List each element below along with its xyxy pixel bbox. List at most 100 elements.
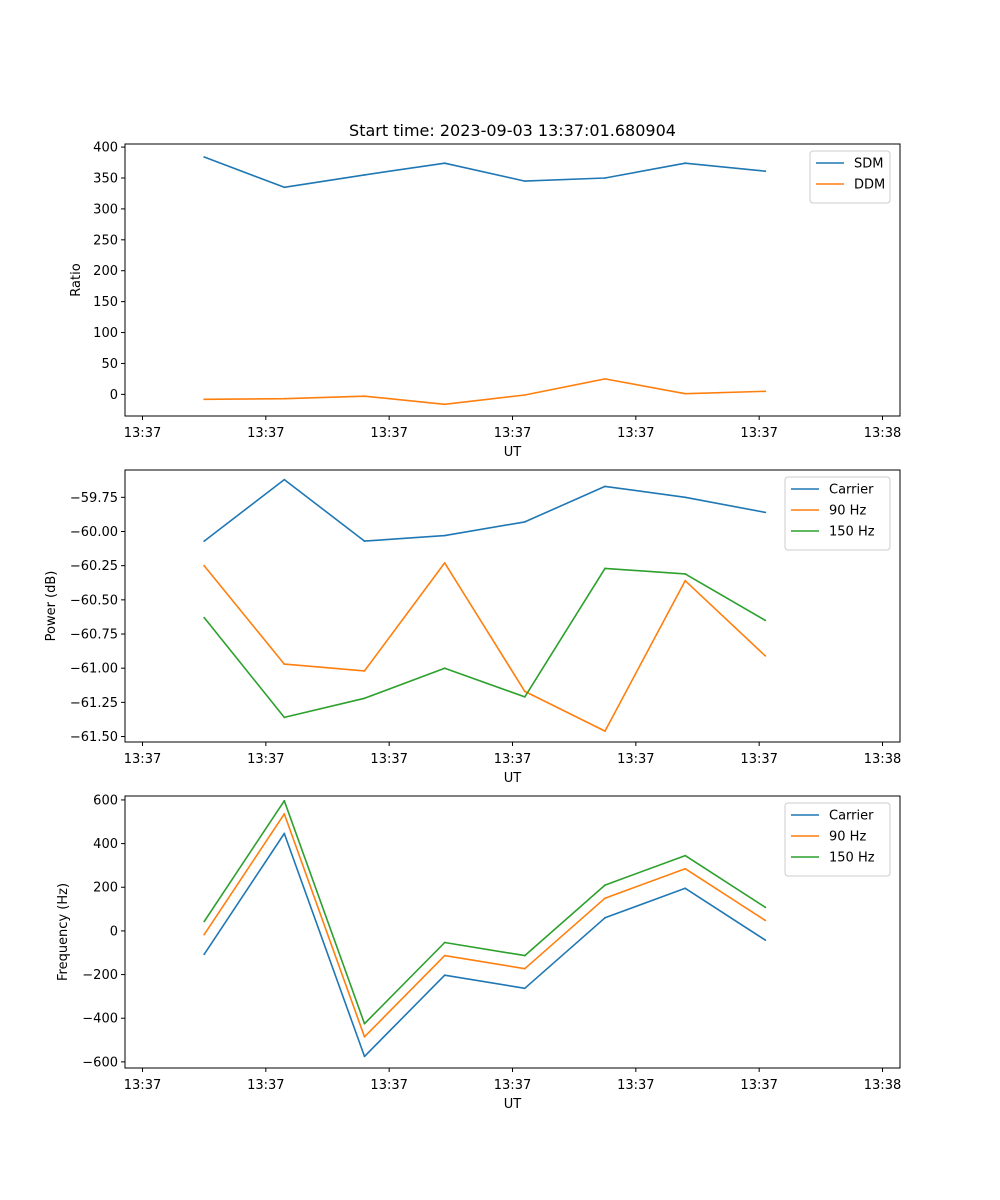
y-tick-label: 0	[110, 924, 118, 939]
y-tick-label: −61.25	[70, 696, 118, 711]
data-point-carrier	[283, 478, 286, 481]
x-tick-label: 13:37	[370, 1078, 407, 1093]
data-point-ddm	[283, 397, 286, 400]
series-lines	[203, 478, 767, 732]
x-tick-label: 13:37	[124, 426, 161, 441]
data-point-150-hz	[764, 906, 767, 909]
data-point-sdm	[523, 180, 526, 183]
data-point-150-hz	[443, 667, 446, 670]
legend-box	[809, 150, 891, 204]
data-point-sdm	[604, 177, 606, 179]
x-tick-label: 13:37	[370, 426, 407, 441]
x-tick-label: 13:37	[740, 752, 777, 767]
data-point-carrier	[443, 534, 446, 537]
x-tick-label: 13:37	[370, 752, 407, 767]
x-tick-label: 13:37	[740, 426, 777, 441]
data-point-ddm	[203, 398, 206, 401]
y-tick-label: 600	[93, 793, 118, 808]
legend-label: Carrier	[829, 809, 874, 824]
y-tick-label: −60.00	[70, 525, 118, 540]
y-tick-label: 0	[110, 388, 118, 403]
legend-label: Carrier	[829, 483, 874, 498]
y-tick-label: −600	[82, 1055, 118, 1070]
data-point-150-hz	[523, 696, 526, 698]
data-point-carrier	[523, 521, 526, 523]
x-tick-label: 13:38	[864, 1078, 901, 1093]
data-point-90-hz	[443, 954, 446, 957]
legend: SDM DDM	[809, 150, 891, 204]
data-point-150-hz	[684, 573, 687, 575]
data-point-carrier	[684, 496, 687, 499]
y-tick-label: −60.75	[70, 628, 118, 643]
series-line-150-hz	[203, 799, 766, 1025]
legend-label: SDM	[854, 157, 883, 172]
y-tick-label: −60.50	[70, 593, 118, 608]
data-point-150-hz	[604, 567, 606, 570]
data-point-90-hz	[203, 564, 206, 567]
data-point-sdm	[283, 186, 286, 189]
plot-area	[124, 469, 901, 743]
data-point-90-hz	[203, 933, 206, 936]
y-axis-label: Power (dB)	[44, 571, 59, 642]
data-point-ddm	[523, 394, 526, 396]
y-axis: 0 50 100 150 200 250 300 350 400	[93, 141, 125, 403]
data-point-150-hz	[684, 854, 687, 857]
legend-label: 90 Hz	[829, 504, 866, 519]
y-tick-label: 250	[93, 233, 118, 248]
data-point-150-hz	[443, 941, 446, 944]
y-tick-label: −60.25	[70, 559, 118, 574]
data-point-90-hz	[363, 1035, 366, 1038]
series-line-90-hz	[203, 813, 766, 1038]
x-axis-label: UT	[504, 771, 522, 786]
data-point-90-hz	[684, 867, 687, 870]
series-line-sdm	[203, 156, 766, 189]
data-point-carrier	[764, 939, 767, 941]
y-tick-label: 100	[93, 326, 118, 341]
data-point-90-hz	[523, 967, 526, 970]
y-tick-label: −59.75	[70, 491, 118, 506]
data-point-90-hz	[523, 690, 526, 693]
x-tick-label: 13:37	[124, 1078, 161, 1093]
plot-area	[124, 795, 901, 1069]
y-tick-label: −200	[82, 968, 118, 983]
x-tick-label: 13:37	[617, 426, 654, 441]
x-tick-label: 13:37	[740, 1078, 777, 1093]
series-line-carrier	[203, 478, 766, 542]
data-point-sdm	[443, 162, 446, 165]
data-point-90-hz	[764, 655, 767, 657]
y-axis-label: Ratio	[69, 263, 84, 296]
data-point-150-hz	[363, 697, 366, 700]
data-point-carrier	[523, 987, 526, 990]
data-point-ddm	[443, 403, 446, 406]
data-point-90-hz	[684, 579, 687, 582]
plot-area	[124, 143, 901, 417]
legend-label: 150 Hz	[829, 851, 875, 866]
ratio-panel: Start time: 2023-09-03 13:37:01.680904 0…	[69, 121, 901, 460]
legend-label: DDM	[854, 178, 885, 193]
data-point-ddm	[363, 395, 366, 398]
y-axis: −600 −400 −200 0 200 400 600	[82, 793, 125, 1070]
data-point-90-hz	[604, 730, 606, 732]
x-tick-label: 13:38	[864, 426, 901, 441]
series-line-150-hz	[203, 567, 766, 719]
data-point-carrier	[203, 540, 206, 542]
x-tick-label: 13:37	[247, 1078, 284, 1093]
chart-title: Start time: 2023-09-03 13:37:01.680904	[349, 121, 676, 140]
y-tick-label: 50	[101, 357, 118, 372]
data-point-carrier	[203, 953, 206, 956]
series-line-carrier	[203, 832, 766, 1058]
x-tick-label: 13:37	[494, 752, 531, 767]
power-panel: −61.50 −61.25 −61.00 −60.75 −60.50 −60.25 −60.…	[44, 469, 901, 786]
data-point-carrier	[363, 540, 366, 542]
y-tick-label: −400	[82, 1012, 118, 1027]
data-point-90-hz	[283, 663, 286, 665]
data-point-ddm	[604, 378, 606, 380]
data-point-90-hz	[283, 813, 286, 815]
data-point-150-hz	[523, 954, 526, 957]
series-line-90-hz	[203, 562, 766, 732]
data-point-carrier	[604, 485, 606, 488]
data-point-carrier	[443, 974, 446, 977]
data-point-carrier	[363, 1055, 366, 1058]
